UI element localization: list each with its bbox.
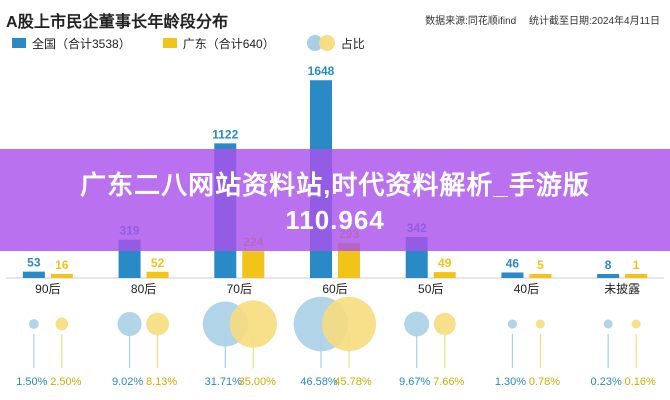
share-label-national-0: 1.50%: [16, 376, 47, 388]
bubble-guangdong-2: [229, 300, 277, 348]
category-label-2: 70后: [227, 282, 252, 296]
category-label-1: 80后: [131, 282, 156, 296]
bar-national-5: [501, 272, 524, 278]
banner-text-line1: 广东二八网站资料站,时代资料解析_手游版: [80, 170, 590, 200]
data-source: 数据来源:同花顺ifind: [425, 16, 517, 27]
source-info: 数据来源:同花顺ifind 统计截至日期:2024年4月11日: [425, 12, 660, 27]
bar-guangdong-5: [529, 274, 552, 278]
share-label-national-2: 31.71%: [205, 376, 243, 388]
bar-label-guangdong-4: 49: [438, 256, 452, 270]
bar-guangdong-0: [50, 274, 73, 278]
bar-label-guangdong-5: 5: [537, 258, 544, 272]
share-label-guangdong-2: 35.00%: [239, 376, 277, 388]
share-label-guangdong-0: 2.50%: [50, 376, 81, 388]
bubble-national-6: [603, 319, 613, 329]
bubble-guangdong-4: [433, 312, 456, 336]
legend-label-national: 全国（合计3538）: [32, 36, 131, 51]
legend-label-guangdong: 广东（合计640）: [182, 36, 275, 51]
category-label-3: 60后: [322, 282, 347, 296]
legend: 全国（合计3538） 广东（合计640） 占比: [12, 34, 397, 52]
share-label-guangdong-1: 8.13%: [146, 376, 177, 388]
share-label-national-5: 1.30%: [495, 376, 526, 388]
bar-national-0: [22, 271, 45, 278]
bar-label-national-5: 46: [506, 256, 520, 270]
bar-label-guangdong-6: 1: [633, 258, 640, 272]
bar-label-national-6: 8: [605, 258, 612, 272]
bubble-guangdong-6: [631, 319, 641, 329]
bubble-guangdong-0: [55, 317, 69, 331]
share-label-national-4: 9.67%: [399, 376, 430, 388]
bar-label-national-2: 1122: [212, 127, 238, 141]
legend-item-guangdong: 广东（合计640）: [162, 35, 275, 52]
category-label-4: 50后: [418, 282, 443, 296]
legend-label-share: 占比: [340, 36, 365, 51]
bubble-guangdong-5: [535, 319, 545, 329]
bubble-national-1: [117, 311, 142, 337]
banner-text-line2: 110.964: [285, 205, 385, 235]
category-label-5: 40后: [514, 282, 539, 296]
bubble-national-0: [28, 319, 39, 329]
legend-swatch-national: [12, 38, 26, 48]
bar-label-guangdong-0: 16: [55, 258, 69, 272]
bar-label-guangdong-1: 52: [151, 256, 165, 270]
bar-national-6: [597, 274, 620, 278]
legend-item-share: 占比: [306, 34, 365, 52]
share-label-national-1: 9.02%: [112, 376, 143, 388]
share-label-guangdong-5: 0.78%: [529, 376, 560, 388]
bar-guangdong-6: [625, 274, 648, 278]
overlay-banner: 广东二八网站资料站,时代资料解析_手游版 110.964: [0, 149, 670, 251]
chart-title: A股上市民企董事长年龄段分布: [6, 14, 229, 31]
stat-date: 统计截至日期:2024年4月11日: [529, 16, 660, 27]
share-label-guangdong-6: 0.16%: [625, 376, 656, 388]
bar-guangdong-3: [338, 242, 360, 278]
bar-label-national-3: 1648: [308, 64, 335, 78]
bar-guangdong-1: [146, 271, 169, 278]
bar-label-national-0: 53: [27, 256, 41, 270]
category-label-6: 未披露: [604, 282, 640, 296]
share-label-national-6: 0.23%: [591, 376, 622, 388]
bubble-guangdong-3: [321, 296, 377, 352]
share-label-guangdong-3: 45.78%: [334, 376, 372, 388]
bar-guangdong-4: [433, 272, 456, 278]
bubble-national-4: [404, 311, 430, 337]
bar-guangdong-2: [242, 251, 265, 278]
share-label-national-3: 46.58%: [300, 376, 338, 388]
bubble-national-5: [507, 319, 517, 329]
legend-item-national: 全国（合计3538）: [12, 35, 131, 52]
legend-swatch-guangdong: [162, 38, 177, 48]
legend-bubbles-icon: [306, 34, 337, 52]
share-label-guangdong-4: 7.66%: [433, 376, 464, 388]
bubble-guangdong-1: [146, 312, 169, 336]
category-label-0: 90后: [35, 282, 60, 296]
